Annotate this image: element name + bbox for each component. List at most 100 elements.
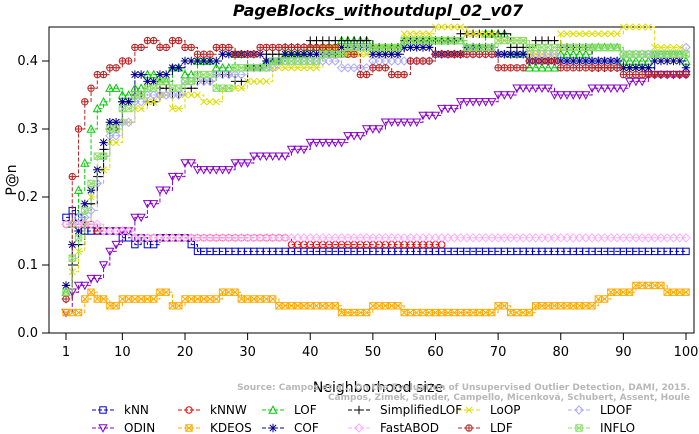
point-fastabod [612, 233, 622, 243]
point-odin [161, 186, 171, 196]
point-fastabod [443, 233, 453, 243]
point-inflo [68, 254, 76, 262]
point-loop [657, 43, 665, 51]
point-inflo [312, 57, 321, 65]
point-fastabod [505, 233, 516, 243]
point-odin [136, 213, 146, 223]
point-fastabod [242, 233, 253, 243]
point-loop [431, 23, 440, 31]
point-ldf [575, 64, 584, 72]
point-fastabod [161, 233, 171, 243]
legend-marker-simplifiedlof [354, 405, 364, 415]
y-tick-label: 0.3 [17, 122, 38, 137]
point-lof [92, 103, 102, 113]
point-kdeos [206, 295, 214, 303]
point-ldof [349, 63, 359, 73]
point-loop [607, 30, 615, 38]
point-odin [242, 159, 253, 168]
legend-marker-cof [268, 423, 278, 433]
point-ldof [224, 69, 234, 80]
point-loop [575, 30, 584, 38]
point-kdeos [294, 302, 302, 310]
point-loop [482, 30, 490, 38]
point-ldf [112, 64, 120, 72]
legend-label-ldof: LDOF [600, 403, 632, 417]
point-fastabod [192, 233, 203, 243]
point-loop [475, 30, 483, 38]
point-loop [644, 23, 652, 31]
point-odin [217, 166, 228, 175]
point-fastabod [155, 233, 165, 243]
point-fastabod [318, 233, 328, 243]
point-ldf [143, 36, 152, 45]
point-loop [638, 23, 646, 31]
y-axis: 0.0 0.1 0.2 0.3 0.4 [17, 54, 50, 341]
point-ldf [582, 64, 590, 72]
legend-item-loop: LoOP [458, 403, 521, 417]
point-inflo [99, 152, 108, 160]
point-loop [256, 77, 264, 85]
x-tick-label: 50 [365, 345, 382, 360]
point-inflo [81, 206, 89, 215]
point-cof [663, 56, 672, 66]
point-fastabod [675, 233, 685, 243]
legend-item-lof: LOF [262, 403, 317, 417]
point-cof [155, 70, 165, 79]
point-ldf [456, 50, 465, 58]
point-loop [594, 30, 602, 38]
point-fastabod [631, 233, 641, 243]
x-tick-label: 60 [427, 345, 444, 360]
point-ldof [386, 56, 397, 66]
point-loop [312, 64, 321, 72]
legend-item-ldf: LDF [458, 421, 513, 434]
point-fastabod [174, 233, 184, 243]
point-odin [268, 152, 278, 162]
point-odin [142, 200, 153, 209]
point-fastabod [374, 233, 384, 243]
point-ldf [619, 70, 628, 79]
point-loop [456, 23, 465, 31]
legend-label-loop: LoOP [490, 403, 521, 417]
point-odin [455, 98, 466, 107]
point-cof [280, 50, 290, 59]
point-loop [676, 43, 684, 51]
point-loop [488, 30, 496, 38]
point-inflo [87, 179, 95, 188]
point-ldf [613, 64, 621, 72]
point-odin [180, 159, 190, 168]
point-fastabod [361, 233, 372, 243]
point-loop [237, 84, 245, 92]
point-odin [186, 159, 196, 168]
point-odin [330, 138, 340, 148]
point-kdeos [600, 295, 609, 303]
legend-item-knnw: kNNW [178, 403, 247, 417]
point-cof [581, 56, 590, 66]
point-cof [180, 56, 190, 66]
point-fastabod [543, 233, 553, 243]
point-ldf [538, 57, 546, 65]
y-tick-label: 0.0 [17, 326, 38, 341]
point-ldf [319, 43, 327, 52]
legend-item-knn: kNN [92, 403, 149, 417]
point-loop [187, 91, 195, 99]
point-odin [437, 104, 447, 114]
point-fastabod [67, 219, 77, 229]
point-loop [588, 30, 596, 38]
point-fastabod [643, 233, 654, 243]
point-odin [574, 91, 585, 100]
series-knn [62, 206, 690, 256]
point-fastabod [530, 233, 541, 243]
legend-item-ldof: LDOF [568, 403, 632, 417]
point-cof [287, 50, 296, 59]
point-ldof [148, 90, 159, 100]
point-odin [155, 186, 165, 196]
point-odin [606, 84, 616, 94]
point-ldf [212, 43, 221, 52]
point-cof [293, 50, 302, 59]
point-cof [506, 50, 515, 59]
point-kdeos [112, 302, 120, 310]
point-cof [130, 70, 140, 79]
point-cof [218, 50, 227, 59]
point-kdeos [682, 288, 690, 296]
point-fastabod [399, 233, 409, 243]
